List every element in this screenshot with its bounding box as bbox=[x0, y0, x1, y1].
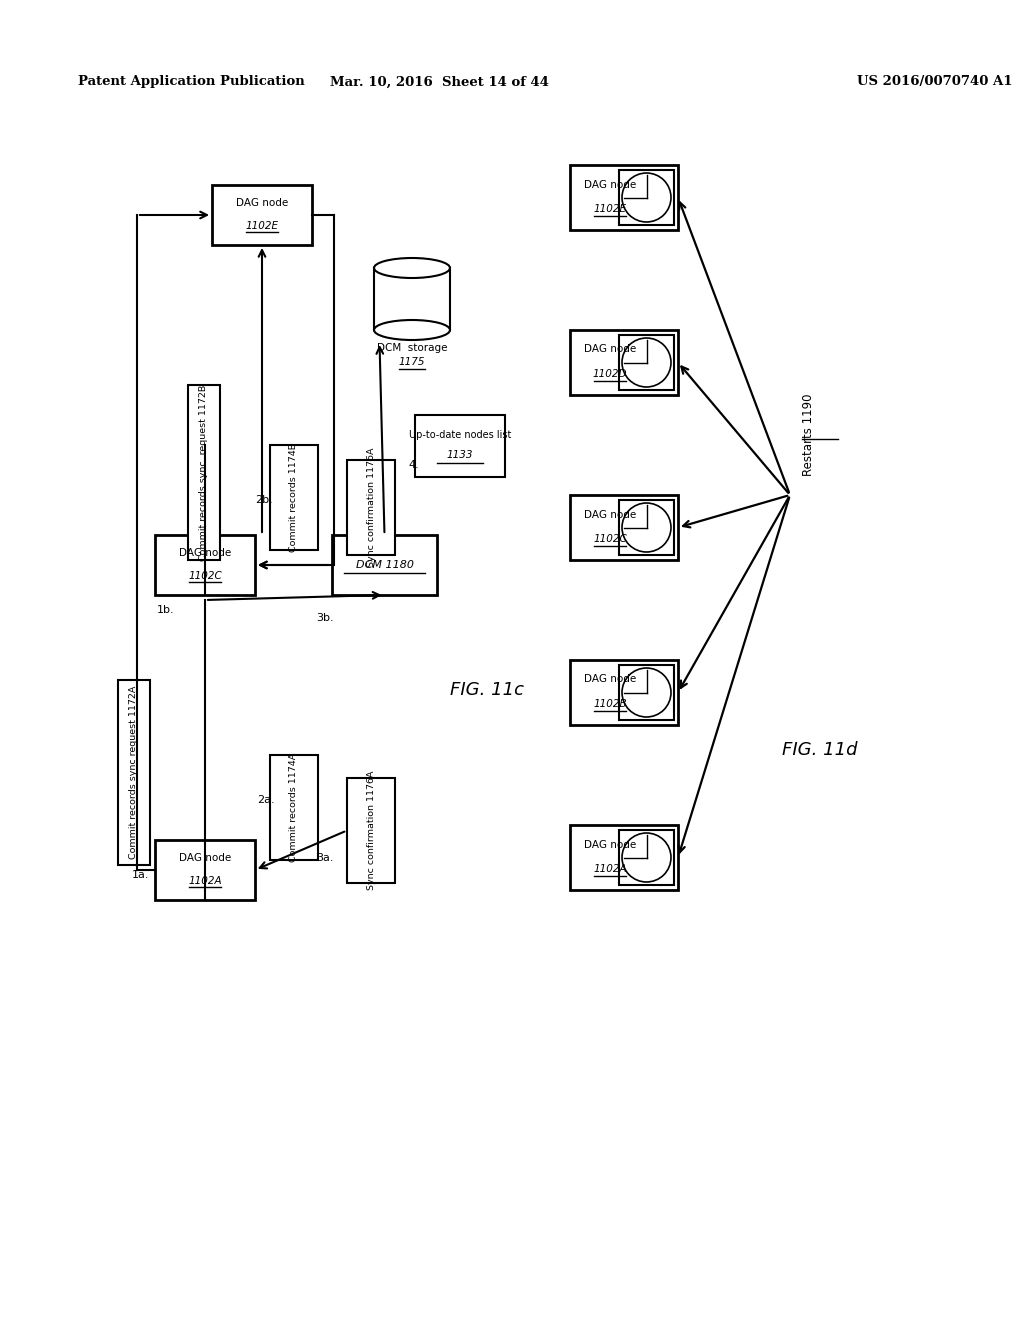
Text: DAG node: DAG node bbox=[584, 345, 636, 355]
Text: 1102A: 1102A bbox=[188, 875, 222, 886]
Bar bbox=[332, 535, 437, 595]
Text: Mar. 10, 2016  Sheet 14 of 44: Mar. 10, 2016 Sheet 14 of 44 bbox=[331, 75, 550, 88]
Bar bbox=[155, 535, 255, 595]
Ellipse shape bbox=[374, 257, 450, 279]
Text: Sync confirmation 1176A: Sync confirmation 1176A bbox=[367, 771, 376, 890]
Text: 1102E: 1102E bbox=[594, 205, 627, 214]
Bar bbox=[374, 268, 450, 330]
Bar bbox=[188, 385, 220, 560]
Text: FIG. 11c: FIG. 11c bbox=[450, 681, 524, 700]
Text: DAG node: DAG node bbox=[236, 198, 288, 209]
Bar bbox=[212, 185, 312, 246]
Text: Patent Application Publication: Patent Application Publication bbox=[78, 75, 305, 88]
Text: 1102D: 1102D bbox=[593, 370, 628, 379]
Text: 4.: 4. bbox=[408, 459, 419, 470]
Text: DAG node: DAG node bbox=[179, 548, 231, 558]
Text: 1102E: 1102E bbox=[246, 220, 279, 231]
Text: US 2016/0070740 A1: US 2016/0070740 A1 bbox=[857, 75, 1013, 88]
Bar bbox=[155, 840, 255, 900]
Text: 1133: 1133 bbox=[446, 450, 473, 461]
Text: 1102B: 1102B bbox=[593, 700, 627, 709]
Text: Commit records 1174B: Commit records 1174B bbox=[290, 444, 299, 552]
Bar bbox=[618, 665, 674, 719]
Text: DCM 1180: DCM 1180 bbox=[355, 560, 414, 570]
Text: Up-to-date nodes list: Up-to-date nodes list bbox=[409, 430, 511, 440]
Bar bbox=[347, 777, 395, 883]
Bar bbox=[570, 330, 678, 395]
Bar bbox=[618, 170, 674, 224]
Ellipse shape bbox=[374, 319, 450, 341]
Text: Sync confirmation 1176A: Sync confirmation 1176A bbox=[367, 447, 376, 568]
Text: 1102C: 1102C bbox=[593, 535, 627, 544]
Text: 3a.: 3a. bbox=[316, 853, 334, 863]
Bar bbox=[618, 335, 674, 389]
Text: 1a.: 1a. bbox=[132, 870, 150, 880]
Bar bbox=[570, 660, 678, 725]
Text: 1175: 1175 bbox=[398, 356, 425, 367]
Bar bbox=[618, 830, 674, 884]
Bar bbox=[415, 414, 505, 477]
Text: DAG node: DAG node bbox=[584, 180, 636, 190]
Text: 1b.: 1b. bbox=[157, 605, 175, 615]
Bar bbox=[618, 500, 674, 554]
Text: 2b.: 2b. bbox=[255, 495, 272, 506]
Text: DAG node: DAG node bbox=[584, 675, 636, 685]
Bar bbox=[570, 825, 678, 890]
Text: Restarts 1190: Restarts 1190 bbox=[802, 393, 814, 477]
Text: Commit records 1174A: Commit records 1174A bbox=[290, 752, 299, 862]
Bar bbox=[347, 459, 395, 554]
Text: 2a.: 2a. bbox=[257, 795, 274, 805]
Bar bbox=[118, 680, 150, 865]
Text: Commit records sync request 1172A: Commit records sync request 1172A bbox=[129, 686, 138, 859]
Bar bbox=[570, 165, 678, 230]
Bar bbox=[270, 445, 318, 550]
Text: Commit records sync  request 1172B: Commit records sync request 1172B bbox=[200, 384, 209, 561]
Text: DAG node: DAG node bbox=[179, 853, 231, 863]
Text: 1102A: 1102A bbox=[593, 865, 627, 874]
Text: DAG node: DAG node bbox=[584, 510, 636, 520]
Text: DCM  storage: DCM storage bbox=[377, 343, 447, 352]
Bar bbox=[270, 755, 318, 861]
Bar bbox=[570, 495, 678, 560]
Text: DAG node: DAG node bbox=[584, 840, 636, 850]
Text: 1102C: 1102C bbox=[188, 570, 222, 581]
Text: FIG. 11d: FIG. 11d bbox=[782, 741, 858, 759]
Text: 3b.: 3b. bbox=[316, 612, 334, 623]
